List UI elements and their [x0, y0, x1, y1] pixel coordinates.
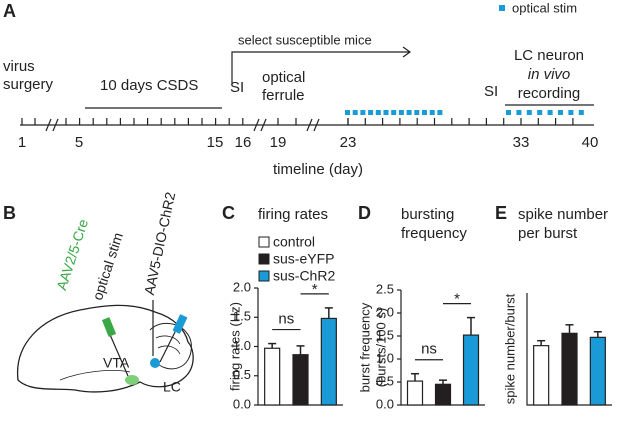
bar [292, 354, 309, 406]
stim-marker [368, 110, 374, 115]
chart-title: firing rates [258, 206, 328, 223]
legend-label: sus-eYFP [273, 251, 334, 267]
event-label: optical [262, 69, 305, 86]
event-label: SI [230, 79, 244, 96]
day-label: 5 [75, 134, 83, 151]
y-tick-label: 1.0 [233, 338, 251, 353]
bar [320, 317, 337, 406]
panel-label: E [495, 203, 507, 223]
sig-label: * [312, 281, 318, 298]
bar [434, 383, 452, 406]
bar [533, 345, 550, 406]
bar [589, 336, 606, 406]
day-label: 40 [582, 134, 599, 151]
event-label: recording [518, 85, 581, 102]
axis [526, 293, 612, 406]
stim-marker [360, 110, 366, 115]
label: VTA [103, 355, 130, 371]
bar [561, 332, 578, 406]
sig-label: ns [278, 311, 294, 328]
panel-label: B [3, 203, 16, 223]
y-tick-label: 0.0 [376, 396, 394, 411]
stim-marker [383, 110, 389, 115]
stim-marker [558, 110, 563, 115]
panel-label: A [3, 1, 16, 21]
event-label: SI [484, 83, 498, 100]
stim-marker [547, 110, 553, 115]
legend-swatch [499, 5, 505, 11]
event-label: surgery [3, 76, 54, 93]
legend-label: control [273, 234, 315, 250]
panel-label: C [222, 203, 235, 223]
legend-swatch [258, 270, 270, 282]
day-label: 1 [18, 134, 26, 151]
stim-marker [526, 110, 532, 115]
stim-marker [578, 110, 584, 115]
stim-marker [422, 110, 427, 115]
y-tick-label: 0.5 [376, 373, 394, 388]
sig-label: * [454, 291, 460, 308]
stim-marker [429, 110, 435, 115]
chart-title: frequency [401, 225, 467, 242]
day-label: 19 [270, 134, 287, 151]
event-label: LC neuron [514, 47, 584, 64]
y-tick-label: 2.5 [376, 281, 394, 296]
y-tick-label: 1.5 [376, 327, 394, 342]
y-tick-label: 0.5 [233, 367, 251, 382]
stim-marker [568, 110, 574, 115]
event-label: 10 days CSDS [100, 77, 198, 94]
stim-marker [406, 110, 412, 115]
day-label: 33 [513, 134, 530, 151]
sig-label: ns [421, 341, 437, 358]
label: LC [163, 379, 181, 395]
y-axis-label: (bursts/100 s) [373, 308, 388, 387]
legend-swatch [258, 253, 270, 265]
stim-marker [437, 110, 443, 115]
stim-marker [352, 110, 358, 115]
stim-marker [345, 110, 350, 115]
y-axis-label: firing rates (Hz) [227, 302, 242, 391]
y-tick-label: 2.0 [376, 304, 394, 319]
legend-label: optical stim [512, 0, 577, 15]
y-tick-label: 2.0 [233, 279, 251, 294]
select-arrow [231, 46, 412, 84]
y-tick-label: 1.0 [376, 350, 394, 365]
chart-title: bursting [401, 206, 454, 223]
event-label: ferrule [262, 87, 305, 104]
bar [462, 334, 480, 406]
event-label: virus [3, 58, 35, 75]
timeline-xlabel: timeline (day) [273, 161, 363, 178]
chart-title: per burst [518, 225, 578, 242]
stim-marker [506, 110, 511, 115]
label: AAV2/5-Cre [53, 217, 91, 292]
stim-marker [516, 110, 522, 115]
stim-marker [391, 110, 397, 115]
y-axis-label: spike number/burst [502, 293, 517, 404]
day-label: 15 [207, 134, 224, 151]
axis-break [45, 118, 59, 132]
day-label: 16 [235, 134, 252, 151]
panel-label: D [358, 203, 371, 223]
event-label: in vivo [528, 66, 571, 83]
y-tick-label: 0.0 [233, 396, 251, 411]
legend-swatch [258, 236, 270, 248]
brain-diagram [16, 300, 194, 393]
label: optical stim [89, 231, 126, 303]
stim-marker [537, 110, 543, 115]
stim-marker [398, 110, 404, 115]
event-label: select susceptible mice [238, 32, 372, 47]
axis-break [253, 118, 267, 132]
label: AAV5-DIO-ChR2 [141, 190, 178, 296]
bar [406, 380, 424, 406]
bar [264, 347, 281, 406]
chart-title: spike number [518, 206, 608, 223]
stim-marker [414, 110, 420, 115]
y-tick-label: 1.5 [233, 309, 251, 324]
y-axis-label: burst frequency [357, 302, 372, 392]
day-label: 23 [340, 134, 357, 151]
legend-label: sus-ChR2 [273, 268, 335, 284]
stim-marker [375, 110, 381, 115]
axis-break [306, 118, 320, 132]
